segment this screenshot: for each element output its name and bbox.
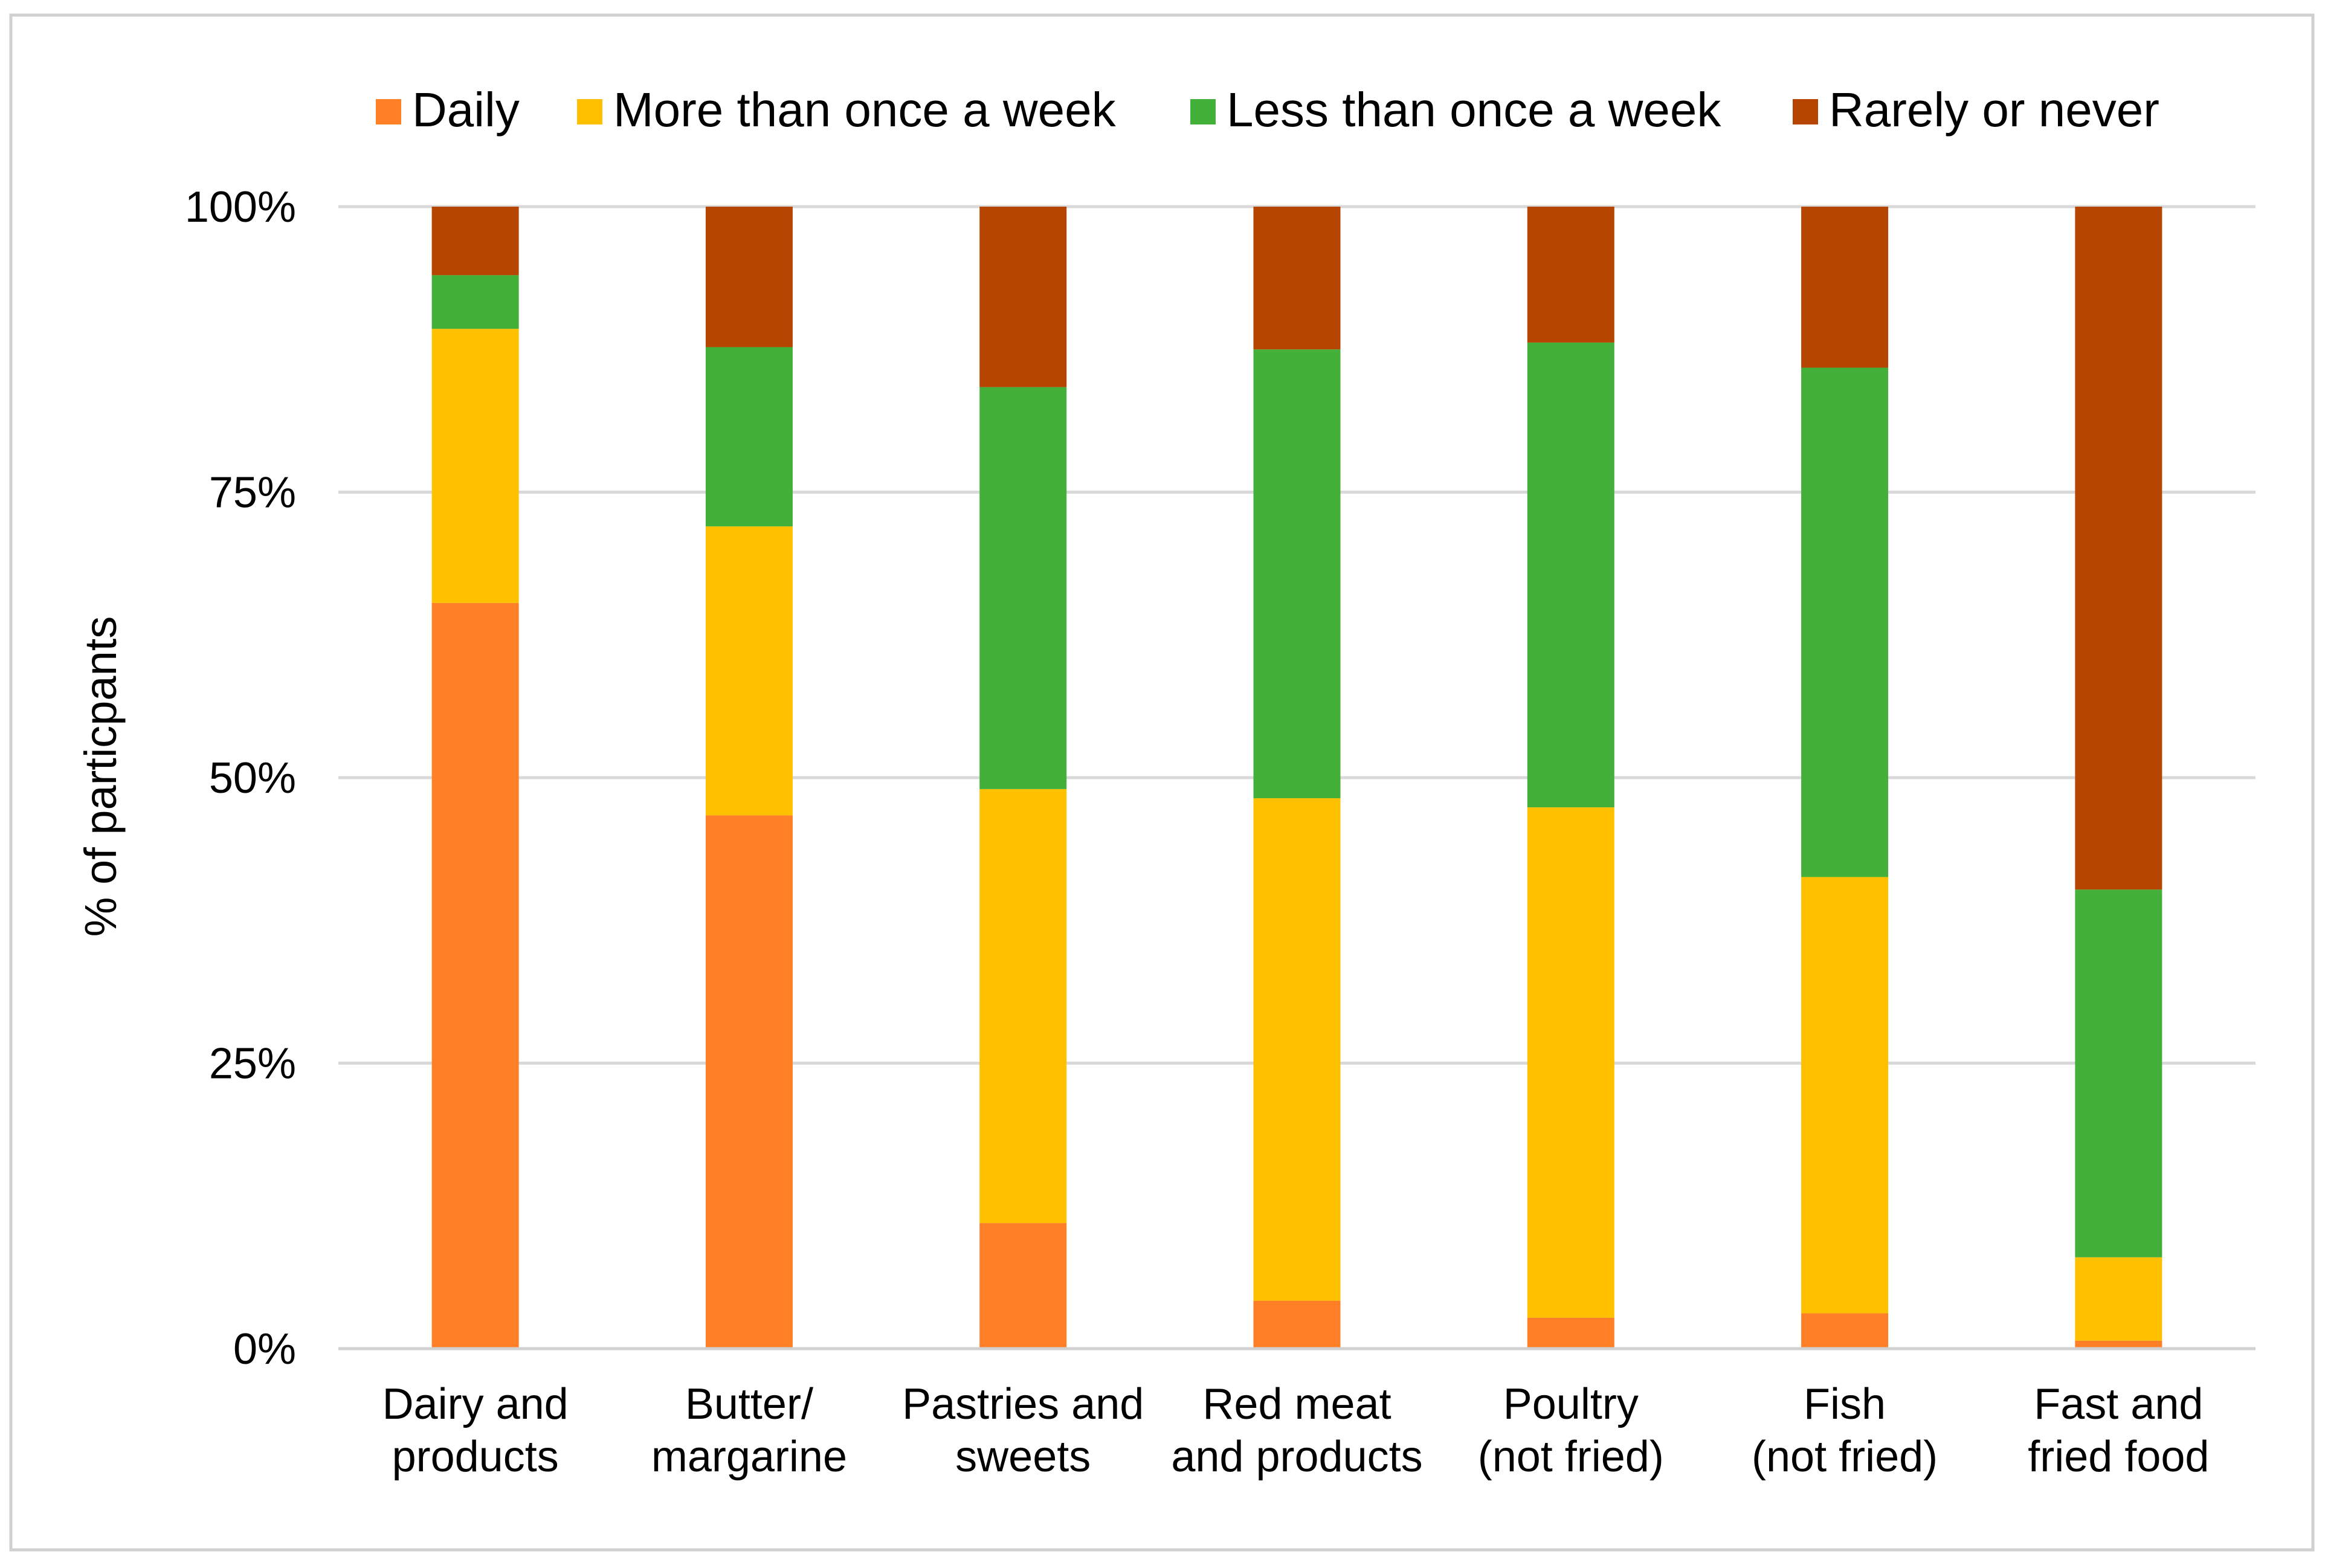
- x-tick-label: Red meat: [1202, 1380, 1391, 1428]
- legend-swatch: [577, 99, 602, 124]
- x-tick-label: and products: [1171, 1433, 1422, 1481]
- bar-segment: [2075, 1340, 2162, 1349]
- legend-label: Daily: [412, 83, 520, 137]
- bar-segment: [431, 207, 519, 276]
- bar-segment: [1801, 877, 1889, 1314]
- y-tick-label: 25%: [209, 1040, 296, 1088]
- bar-segment: [979, 387, 1067, 789]
- bar-segment: [1253, 349, 1341, 799]
- x-tick-label: products: [392, 1433, 559, 1481]
- bar-segment: [2075, 1257, 2162, 1341]
- y-tick-label: 0%: [233, 1325, 296, 1373]
- legend-swatch: [1190, 99, 1216, 124]
- bar-segment: [1253, 1300, 1341, 1349]
- bar-segment: [1801, 367, 1889, 877]
- bar-segment: [2075, 889, 2162, 1257]
- bar-segment: [431, 602, 519, 1349]
- chart-border: [9, 13, 2315, 1552]
- x-tick-label: fried food: [2028, 1433, 2209, 1481]
- bar-segment: [979, 789, 1067, 1224]
- bar-segment: [705, 526, 793, 816]
- y-tick-labels: 0% 25% 50% 75% 100%: [185, 183, 296, 1373]
- bar-segment: [705, 815, 793, 1349]
- bar-segment: [2075, 207, 2162, 890]
- bar-segment: [1801, 1313, 1889, 1349]
- x-tick-label: margarine: [651, 1433, 847, 1481]
- x-tick-label: Fast and: [2034, 1380, 2203, 1428]
- legend-label: Less than once a week: [1227, 83, 1721, 137]
- bar-segment: [1527, 1317, 1614, 1349]
- x-tick-labels: Dairy and products Butter/margarine Pastrie…: [382, 1380, 2210, 1481]
- legend: Daily More than once a week Less than once…: [376, 83, 2159, 137]
- bar-segment: [431, 329, 519, 603]
- bar-segment: [1801, 207, 1889, 368]
- y-tick-label: 75%: [209, 469, 296, 517]
- y-tick-label: 100%: [185, 183, 296, 231]
- x-tick-label: sweets: [955, 1433, 1091, 1481]
- bar-segment: [1253, 798, 1341, 1301]
- x-tick-label: (not fried): [1478, 1433, 1664, 1481]
- bar-segment: [1527, 807, 1614, 1318]
- legend-swatch: [1793, 99, 1818, 124]
- bar-segment: [705, 207, 793, 347]
- bar-segment: [979, 207, 1067, 387]
- bar-segment: [1527, 342, 1614, 808]
- legend-swatch: [376, 99, 401, 124]
- bar-segment: [979, 1223, 1067, 1349]
- x-tick-label: Fish: [1804, 1380, 1886, 1428]
- bar-segment: [1527, 207, 1614, 343]
- bar-segment: [1253, 207, 1341, 350]
- x-tick-label: (not fried): [1752, 1433, 1938, 1481]
- bar-segment: [431, 275, 519, 329]
- y-tick-label: 50%: [209, 754, 296, 802]
- x-tick-label: Dairy and: [382, 1380, 569, 1428]
- x-tick-label: Poultry: [1503, 1380, 1639, 1428]
- bars: [431, 207, 2162, 1349]
- legend-label: Rarely or never: [1829, 83, 2159, 137]
- y-axis-label: % of particpants: [76, 616, 126, 937]
- x-tick-label: Pastries and: [902, 1380, 1144, 1428]
- legend-label: More than once a week: [613, 83, 1117, 137]
- bar-segment: [705, 347, 793, 527]
- x-tick-label: Butter/: [685, 1380, 813, 1428]
